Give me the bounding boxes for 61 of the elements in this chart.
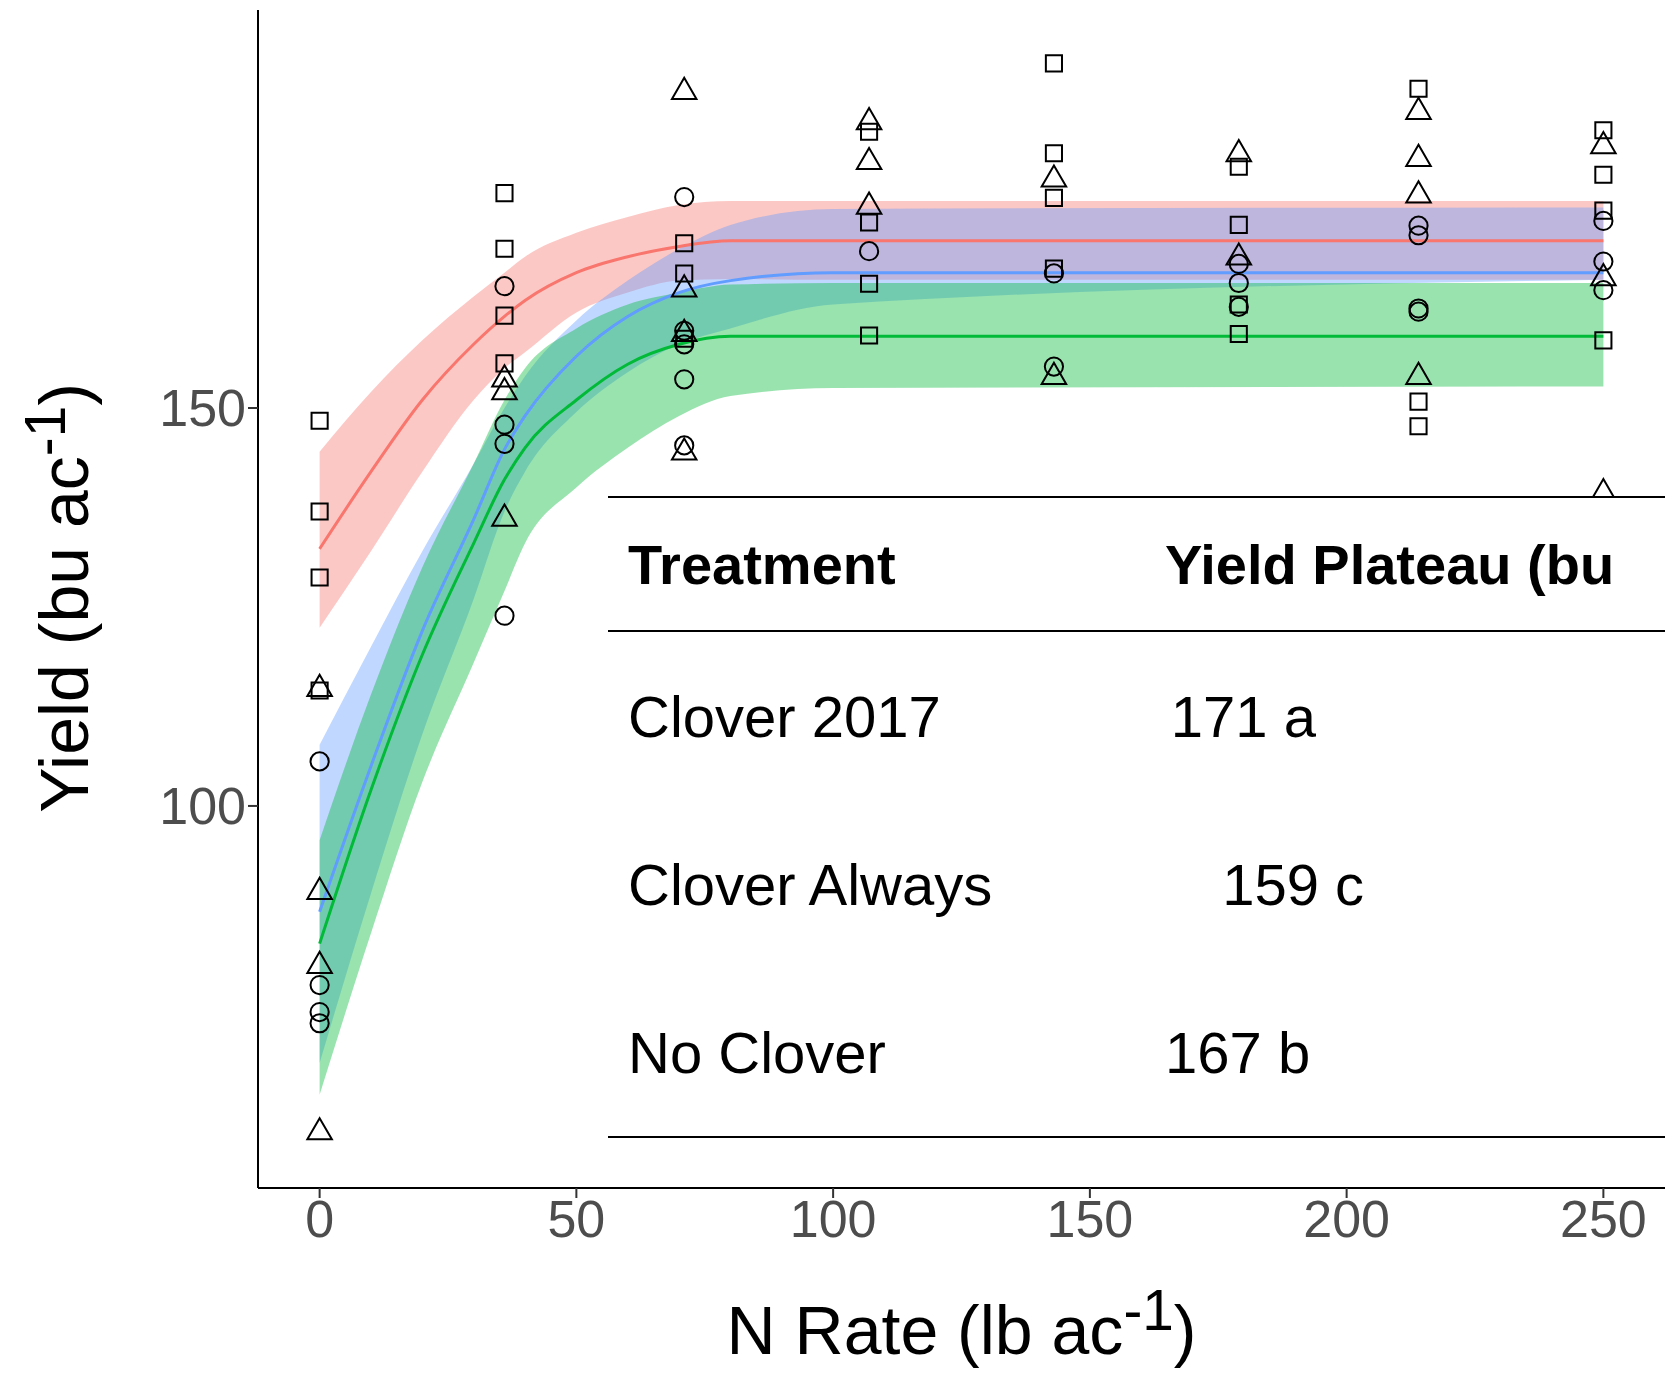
point	[674, 334, 695, 355]
point	[1594, 165, 1613, 184]
point	[1044, 54, 1063, 73]
x-tick-label: 150	[1046, 1189, 1134, 1248]
point	[310, 502, 329, 521]
point	[1229, 215, 1248, 234]
annotation: Clover Always	[627, 850, 993, 918]
point	[1044, 144, 1063, 163]
point	[1408, 215, 1429, 236]
x-tick-label: 250	[1560, 1189, 1647, 1248]
point	[860, 326, 879, 345]
annotation: Yield Plateau (bu	[1165, 531, 1616, 597]
annotation: 171 a	[1169, 682, 1317, 750]
point	[309, 1002, 330, 1023]
annotation: 167 b	[1164, 1018, 1312, 1086]
point	[1594, 331, 1613, 350]
point	[1593, 251, 1614, 272]
point	[1593, 280, 1614, 301]
point	[1409, 392, 1428, 411]
point	[1228, 272, 1249, 294]
point	[309, 751, 330, 772]
point	[858, 241, 880, 262]
x-tick-label: 50	[547, 1189, 606, 1248]
point	[860, 274, 879, 293]
point	[1408, 225, 1429, 246]
point	[495, 184, 514, 203]
point	[1044, 259, 1063, 278]
point	[1044, 188, 1063, 207]
point	[494, 433, 515, 454]
point	[1229, 157, 1248, 176]
point	[495, 239, 514, 258]
annotation: No Clover	[627, 1018, 887, 1086]
point	[1594, 201, 1613, 220]
point	[674, 369, 695, 390]
point	[860, 213, 879, 232]
point	[310, 568, 329, 587]
point	[674, 186, 695, 208]
point	[1229, 324, 1248, 344]
point	[675, 264, 694, 283]
point	[1593, 210, 1614, 231]
point	[309, 1013, 330, 1034]
annotation: Treatment	[627, 531, 897, 597]
x-tick-label: 100	[789, 1189, 877, 1248]
point	[860, 122, 879, 141]
point	[309, 974, 330, 996]
point	[310, 411, 329, 430]
x-tick-label: 200	[1303, 1189, 1391, 1248]
point	[1043, 263, 1065, 284]
point	[494, 276, 515, 297]
point	[1409, 417, 1428, 436]
point	[495, 354, 514, 373]
point	[1409, 79, 1428, 98]
annotation: Clover 2017	[627, 682, 941, 750]
point	[495, 306, 514, 325]
point	[675, 234, 694, 253]
point	[1594, 121, 1613, 140]
x-tick-label: 0	[305, 1189, 335, 1248]
annotation: 159 c	[1221, 850, 1366, 918]
point	[494, 605, 515, 626]
x-axis-title: N Rate (lb ac$^{-1}$)	[725, 1278, 1198, 1369]
point	[494, 414, 515, 435]
